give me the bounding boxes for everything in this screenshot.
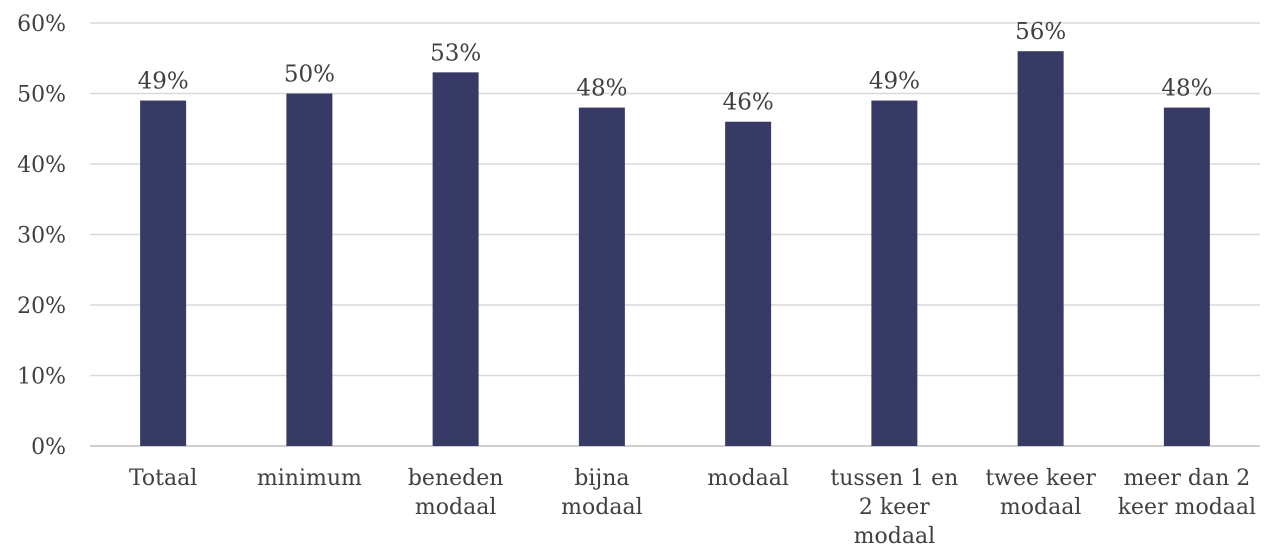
- x-category-label: beneden: [408, 466, 504, 491]
- x-axis-category-labels: Totaal minimum beneden modaal bijna modaal mod…: [129, 466, 1256, 548]
- x-category-label: modaal: [415, 495, 496, 520]
- bar: [725, 121, 772, 446]
- data-label: 49%: [138, 69, 189, 95]
- bar: [1163, 107, 1210, 446]
- data-labels: 49% 50% 53% 48% 46% 49% 56% 48%: [138, 19, 1213, 116]
- x-category-label: modaal: [561, 495, 642, 520]
- data-label: 49%: [869, 69, 920, 95]
- x-category-label: Totaal: [129, 466, 197, 491]
- x-category-label: tussen 1 en: [830, 466, 958, 491]
- bar: [286, 93, 333, 446]
- x-category-label: minimum: [257, 466, 362, 491]
- y-tick-label: 20%: [17, 294, 66, 319]
- x-category-label: 2 keer: [859, 495, 930, 520]
- x-category-label: modaal: [707, 466, 788, 491]
- bar: [578, 107, 625, 446]
- y-axis-tick-labels: 0% 10% 20% 30% 40% 50% 60%: [17, 12, 66, 460]
- x-category-label: twee keer: [985, 466, 1096, 491]
- y-tick-label: 0%: [31, 435, 66, 460]
- y-tick-label: 30%: [17, 224, 66, 249]
- x-category-label: bijna: [574, 466, 629, 491]
- data-label: 46%: [723, 90, 774, 116]
- x-category-label: modaal: [854, 524, 935, 548]
- y-tick-label: 60%: [17, 12, 66, 37]
- data-label: 53%: [430, 40, 481, 66]
- data-label: 56%: [1015, 19, 1066, 45]
- x-category-label: keer modaal: [1118, 495, 1256, 520]
- data-label: 48%: [1161, 76, 1212, 102]
- y-tick-label: 10%: [17, 365, 66, 390]
- bar: [432, 72, 479, 446]
- bars: [140, 51, 1210, 447]
- gridlines: [90, 22, 1260, 447]
- bar: [871, 100, 918, 447]
- x-category-label: meer dan 2: [1123, 466, 1250, 491]
- y-tick-label: 40%: [17, 153, 66, 178]
- bar: [140, 100, 187, 447]
- bar: [1017, 51, 1064, 446]
- data-label: 48%: [576, 76, 627, 102]
- data-label: 50%: [284, 62, 335, 88]
- x-category-label: modaal: [1000, 495, 1081, 520]
- y-tick-label: 50%: [17, 83, 66, 108]
